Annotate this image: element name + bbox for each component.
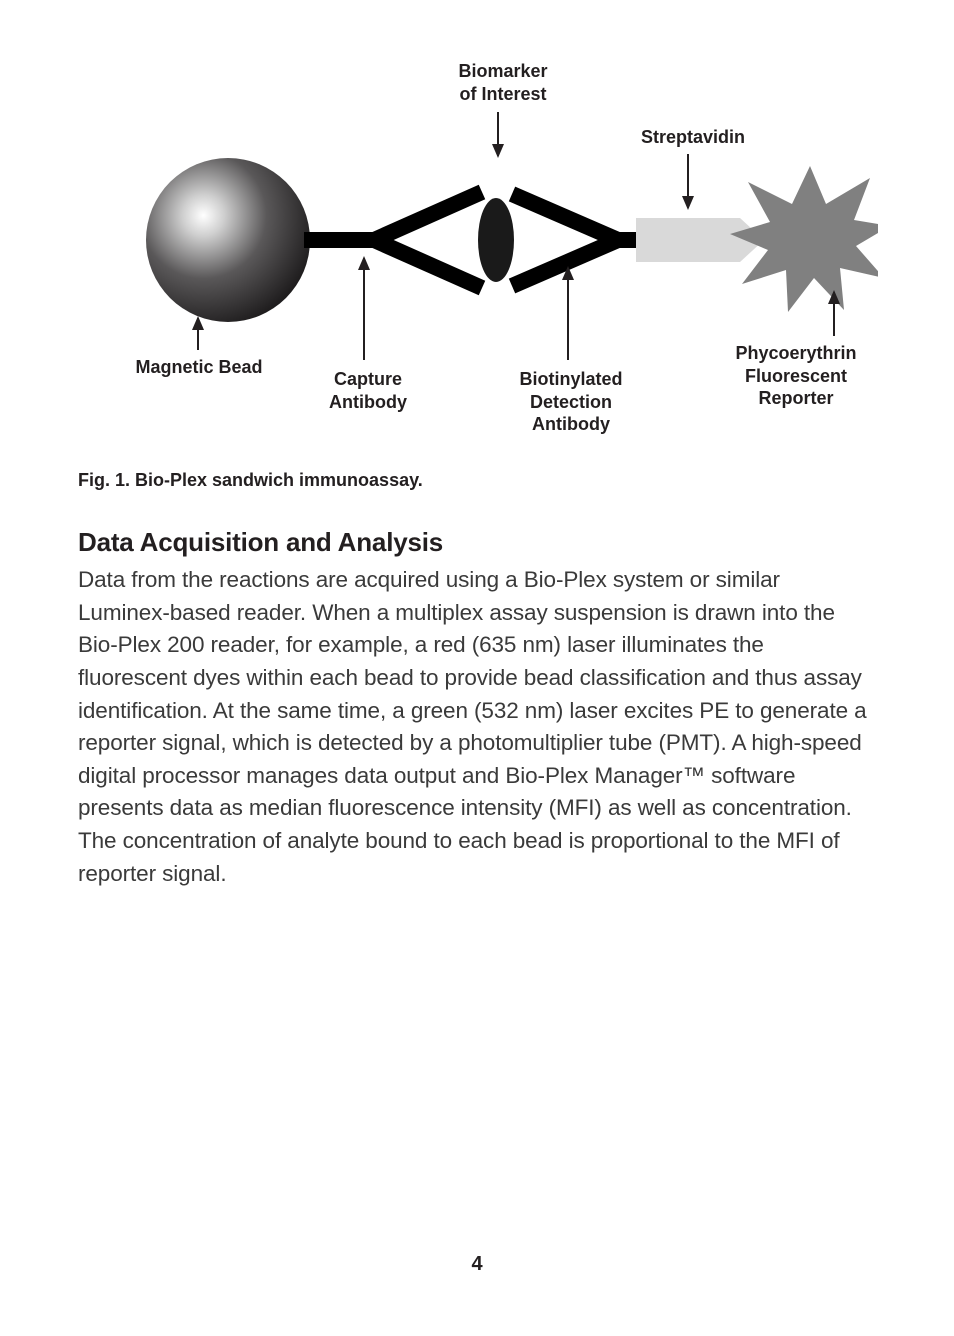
body-paragraph: Data from the reactions are acquired usi… xyxy=(78,564,876,890)
magnetic-bead-shape xyxy=(146,158,310,322)
label-magnetic-bead: Magnetic Bead xyxy=(114,356,284,379)
section-heading: Data Acquisition and Analysis xyxy=(78,527,876,558)
detection-antibody-shape xyxy=(512,194,636,286)
label-streptavidin: Streptavidin xyxy=(618,126,768,149)
biomarker-oval-shape xyxy=(478,198,514,282)
label-capture-antibody: Capture Antibody xyxy=(298,368,438,413)
figure-caption: Fig. 1. Bio-Plex sandwich immunoassay. xyxy=(78,470,876,491)
page-number: 4 xyxy=(0,1253,954,1276)
label-biomarker: Biomarker of Interest xyxy=(423,60,583,105)
label-detection-antibody: Biotinylated Detection Antibody xyxy=(486,368,656,436)
label-phycoerythrin: Phycoerythrin Fluorescent Reporter xyxy=(706,342,886,410)
diagram-figure: Biomarker of Interest Streptavidin Magne… xyxy=(78,60,878,440)
reporter-starburst-shape xyxy=(730,166,878,312)
capture-antibody-shape xyxy=(304,192,482,288)
